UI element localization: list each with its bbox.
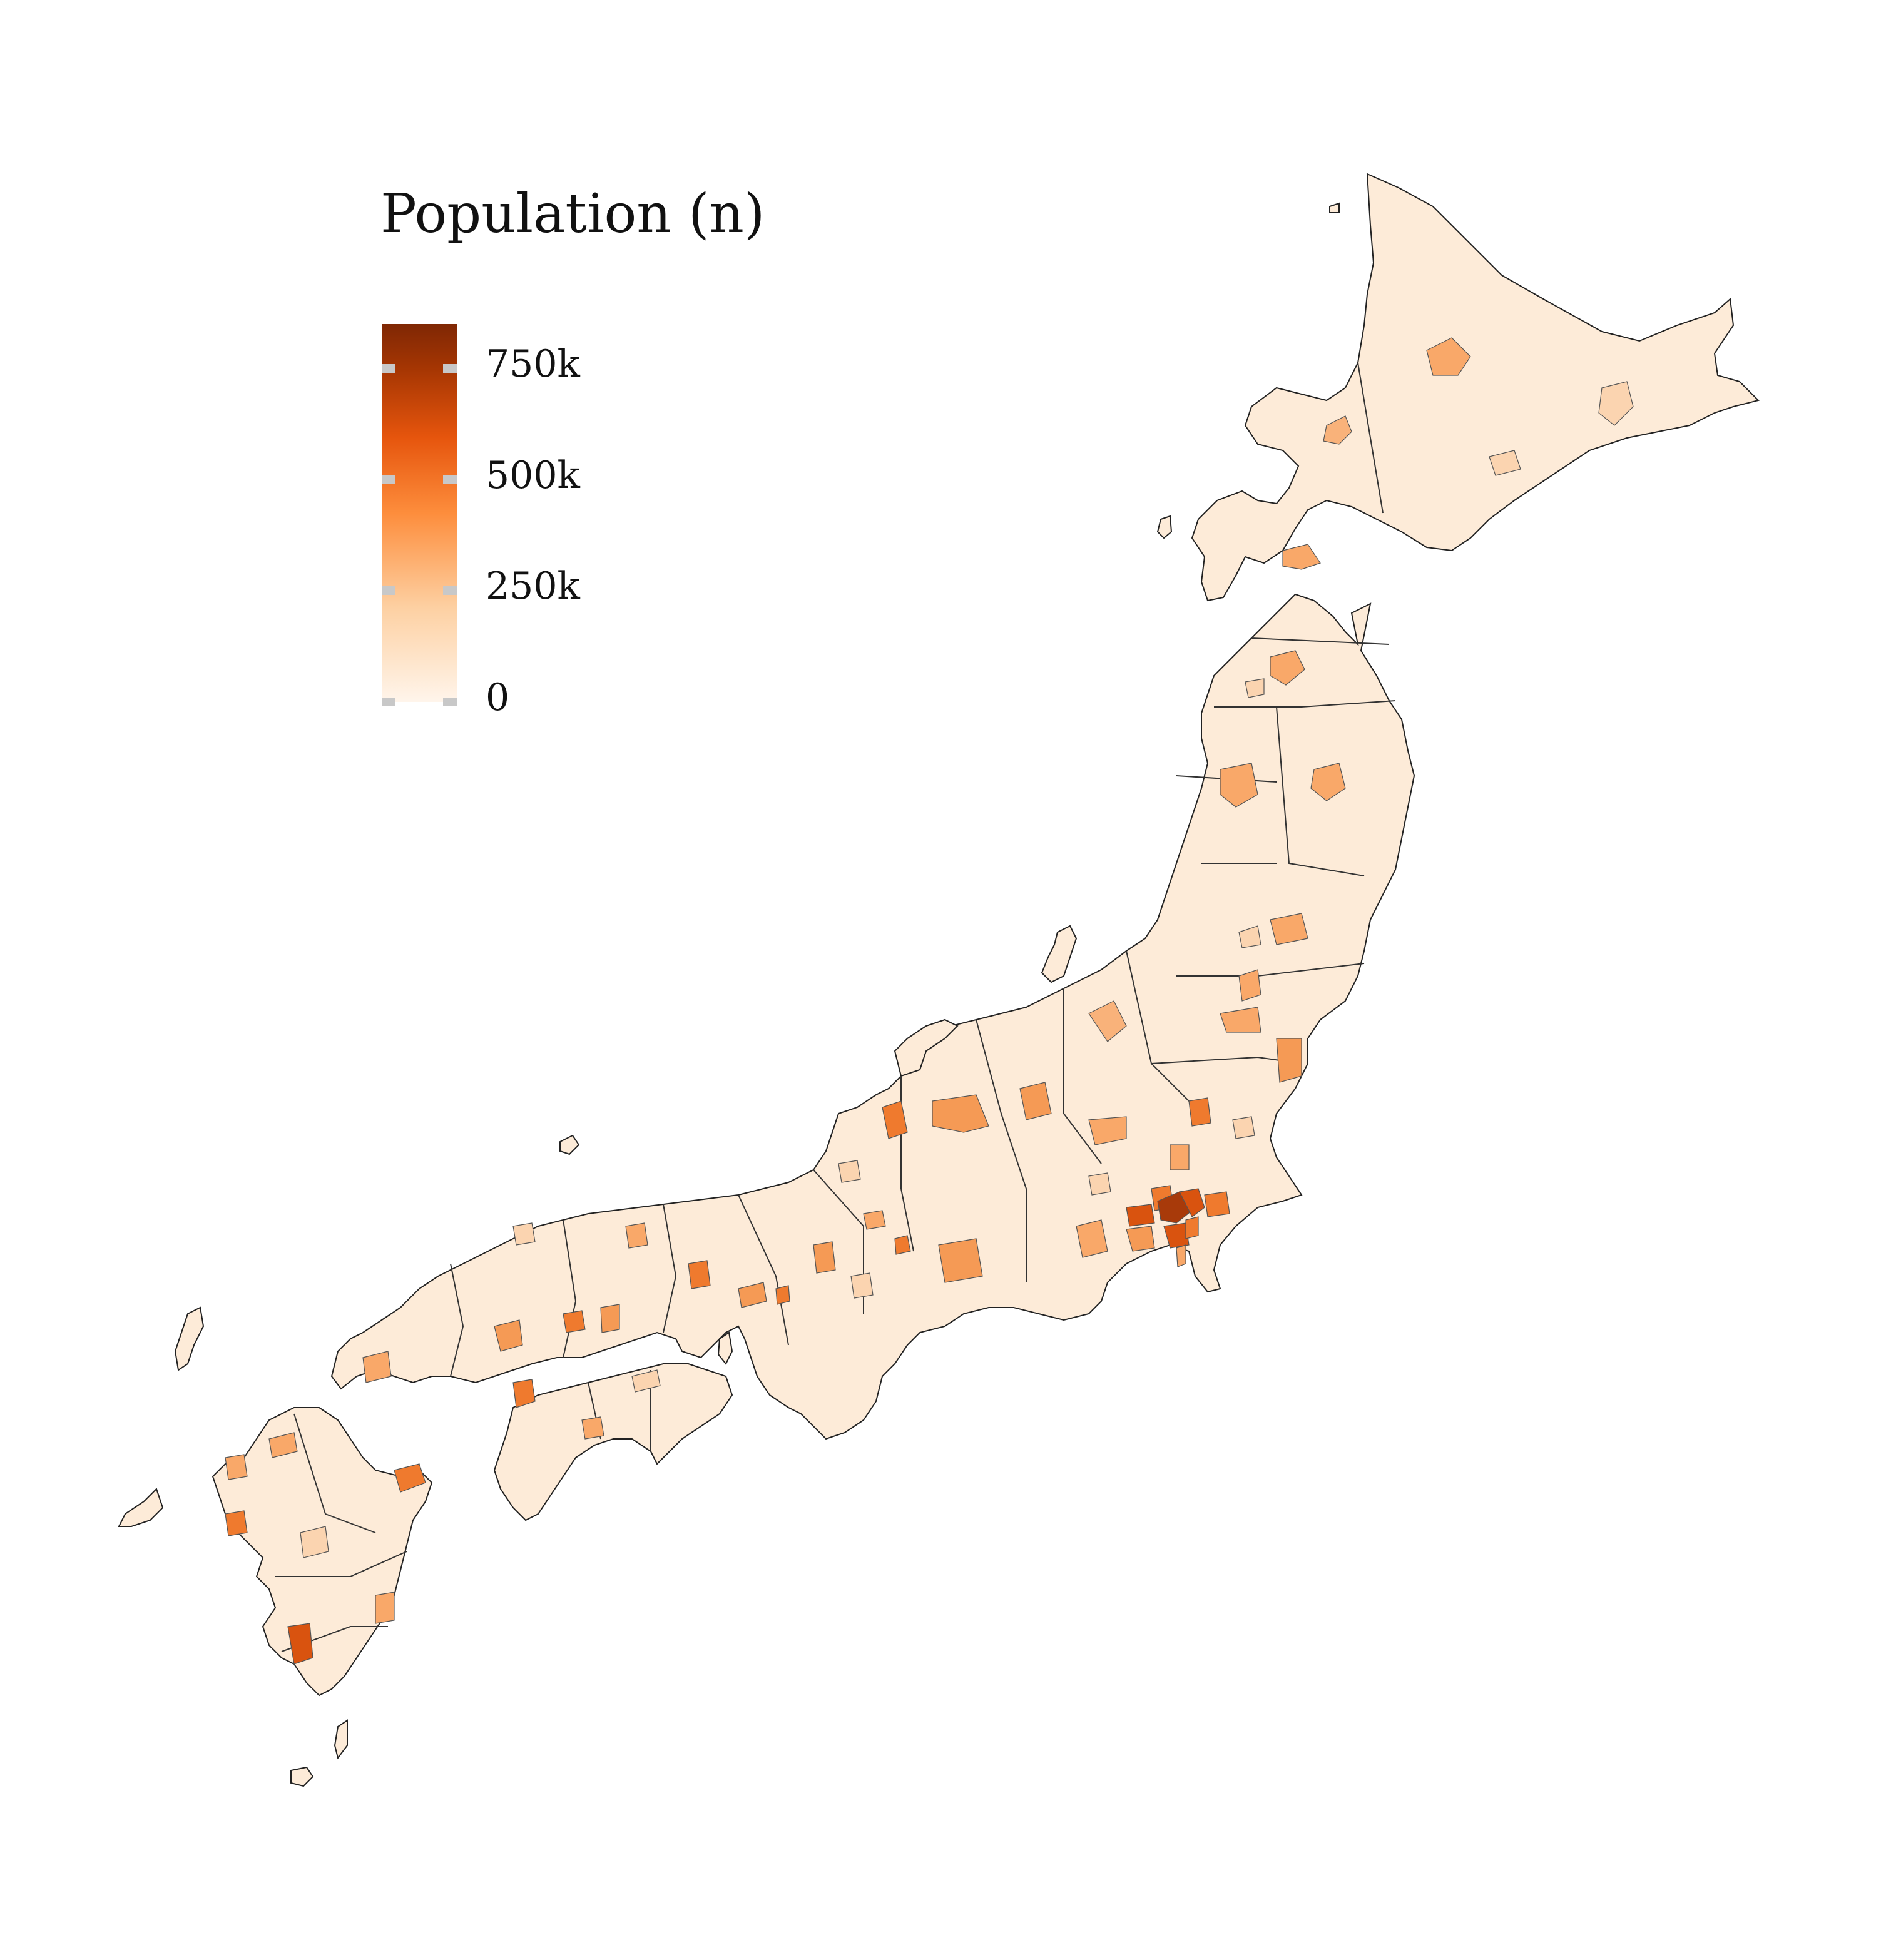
island-rishiri [1329,202,1340,213]
muni-akita [1220,763,1258,808]
muni-toyama [932,1094,989,1133]
island-goto [118,1488,164,1527]
muni-mito [1232,1116,1255,1139]
muni-miyazaki [375,1592,395,1624]
muni-takamatsu [631,1369,661,1393]
island-oki [559,1134,580,1155]
prefecture-boundaries [275,362,1396,1652]
muni-matsumoto [1088,1116,1127,1145]
muni-nagano [1019,1082,1052,1120]
muni-gifu [863,1210,886,1230]
muni-tottori [625,1222,648,1249]
muni-nagasaki [225,1510,248,1536]
legend-tick-label: 750k [486,342,580,387]
muni-matsue [512,1222,536,1246]
island-tanegashima [334,1719,348,1760]
legend-tick-label: 250k [486,564,580,609]
island-small-1 [1156,515,1173,539]
muni-shizuoka [1076,1219,1108,1258]
muni-fukui [838,1160,861,1183]
highlighted-municipalities [225,337,1634,1665]
muni-utsunomiya [1188,1097,1211,1127]
muni-kyoto [813,1241,836,1274]
region-hokkaido [1191,173,1760,602]
muni-obihiro [1489,450,1521,476]
region-sado [1041,925,1078,983]
landmass-group [118,173,1760,1787]
muni-yamagata [1238,925,1261,948]
muni-niigata [1088,1000,1127,1042]
muni-hiroshima [494,1319,523,1352]
muni-matsuyama [512,1379,536,1408]
muni-asahikawa [1426,337,1471,376]
legend-title: Population (n) [380,183,765,245]
muni-koriyama [1220,1007,1261,1033]
legend-tick-mark [382,586,457,596]
muni-hachioji [1126,1204,1155,1227]
muni-kawasaki [1185,1216,1199,1239]
muni-kobe [738,1282,767,1308]
muni-kumamoto [300,1526,329,1558]
muni-aomori [1270,650,1305,686]
muni-fukuyama [563,1310,586,1333]
region-noto [894,1018,959,1077]
legend-tick-mark [382,698,457,706]
muni-morioka [1310,763,1346,801]
muni-nagoya [894,1235,911,1255]
muni-chiba [1204,1191,1230,1217]
muni-tsu [850,1272,874,1299]
island-yakushima [290,1766,314,1787]
muni-sagamihara [1126,1226,1155,1252]
muni-yokohama [1163,1222,1190,1249]
muni-hamamatsu [938,1238,983,1283]
legend-tick-mark [382,475,457,484]
legend-colorbar [382,324,457,702]
muni-tokyo-east [1179,1188,1205,1217]
muni-sapporo [1323,415,1352,445]
muni-okayama [600,1304,620,1333]
muni-iwaki [1276,1038,1302,1083]
muni-kushiro [1598,381,1634,426]
muni-kagoshima [287,1623,313,1665]
muni-yokosuka [1176,1244,1186,1267]
muni-maebashi [1170,1144,1190,1170]
muni-kofu [1088,1172,1111,1196]
muni-osaka [775,1285,790,1305]
muni-oita [394,1463,426,1493]
muni-sendai [1270,913,1308,945]
legend-tick-label: 0 [486,676,510,719]
muni-fukuoka [225,1454,248,1480]
island-awaji [717,1331,733,1365]
muni-yamaguchi [362,1351,392,1383]
legend-tick-label: 500k [486,453,580,497]
muni-fukushima [1238,969,1261,1002]
muni-himeji [688,1260,711,1289]
muni-kanazawa [882,1100,908,1139]
muni-hakodate [1282,544,1321,570]
muni-kitakyushu [268,1432,298,1458]
region-shikoku [493,1363,733,1521]
legend-tick-mark [382,364,457,373]
muni-kochi [581,1416,604,1440]
island-tsushima [174,1306,205,1371]
muni-hachinohe [1245,678,1265,698]
